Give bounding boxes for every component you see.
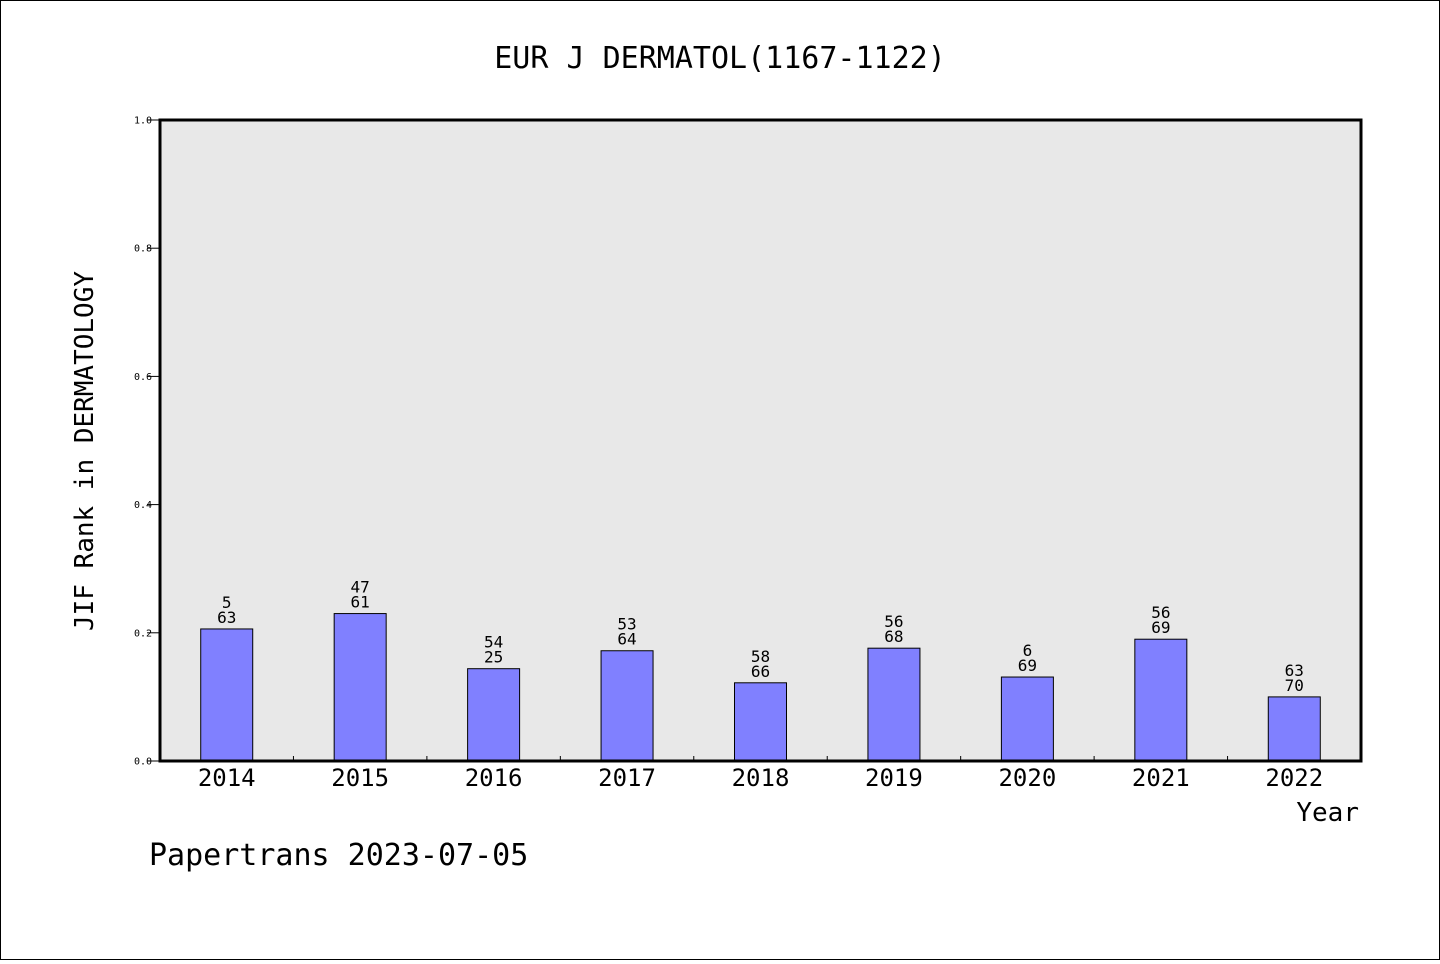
footer-credit: Papertrans 2023-07-05 bbox=[149, 838, 528, 873]
x-tick-label: 2019 bbox=[865, 764, 923, 792]
bar-label-total: 64 bbox=[617, 630, 636, 649]
bar-label-total: 69 bbox=[1018, 656, 1037, 675]
y-axis-title: JIF Rank in DERMATOLOGY bbox=[70, 271, 100, 631]
bar-label-total: 25 bbox=[484, 648, 503, 667]
y-tick-label: 0.0 bbox=[134, 757, 152, 768]
x-tick-label: 2016 bbox=[465, 764, 523, 792]
x-axis-ticks: 2014 2015 2016 2017 2018 2019 2020 2021 2022 bbox=[198, 756, 1323, 792]
bar-label-total: 69 bbox=[1151, 618, 1170, 637]
bar-label-rank: 56 bbox=[884, 612, 903, 631]
bar-label-rank: 53 bbox=[617, 615, 636, 634]
bar-label-total: 63 bbox=[217, 608, 236, 627]
bar-2015 bbox=[333, 613, 387, 762]
bar-2022 bbox=[1267, 696, 1321, 762]
y-tick-label: 0.6 bbox=[134, 372, 152, 383]
bar-2021 bbox=[1134, 638, 1188, 762]
bar-2018 bbox=[734, 682, 787, 762]
x-tick-label: 2022 bbox=[1265, 764, 1323, 792]
y-tick-label: 0.2 bbox=[134, 628, 152, 639]
bar-label-rank: 5 bbox=[222, 593, 232, 612]
bar-2016 bbox=[467, 668, 521, 762]
bar-label-rank: 54 bbox=[484, 633, 503, 652]
bar-2014 bbox=[200, 628, 254, 762]
y-axis-ticks: 0.0 0.2 0.4 0.6 0.8 1.0 bbox=[134, 116, 160, 768]
chart-title: EUR J DERMATOL(1167-1122) bbox=[494, 41, 946, 76]
bar-label-rank: 47 bbox=[351, 578, 370, 597]
y-tick-label: 1.0 bbox=[134, 116, 152, 127]
bar-2020 bbox=[1000, 676, 1054, 762]
bar-label-total: 61 bbox=[351, 593, 370, 612]
x-tick-label: 2021 bbox=[1132, 764, 1190, 792]
x-tick-label: 2020 bbox=[998, 764, 1056, 792]
bar-label-total: 66 bbox=[751, 662, 770, 681]
bar-2019 bbox=[867, 647, 921, 762]
bar-label-rank: 63 bbox=[1285, 661, 1304, 680]
bar-label-rank: 58 bbox=[751, 647, 770, 666]
plot-border bbox=[158, 118, 1363, 763]
bar-2017 bbox=[600, 650, 654, 762]
bar-label-rank: 6 bbox=[1023, 641, 1033, 660]
y-tick-label: 0.8 bbox=[134, 244, 152, 255]
bar-label-rank: 56 bbox=[1151, 603, 1170, 622]
y-tick-label: 0.4 bbox=[134, 500, 152, 511]
x-tick-label: 2014 bbox=[198, 764, 256, 792]
x-axis-title: Year bbox=[1296, 798, 1359, 828]
x-tick-label: 2017 bbox=[598, 764, 656, 792]
bar-label-total: 70 bbox=[1285, 676, 1304, 695]
bar-label-total: 68 bbox=[884, 627, 903, 646]
x-tick-label: 2018 bbox=[732, 764, 790, 792]
x-tick-label: 2015 bbox=[331, 764, 389, 792]
